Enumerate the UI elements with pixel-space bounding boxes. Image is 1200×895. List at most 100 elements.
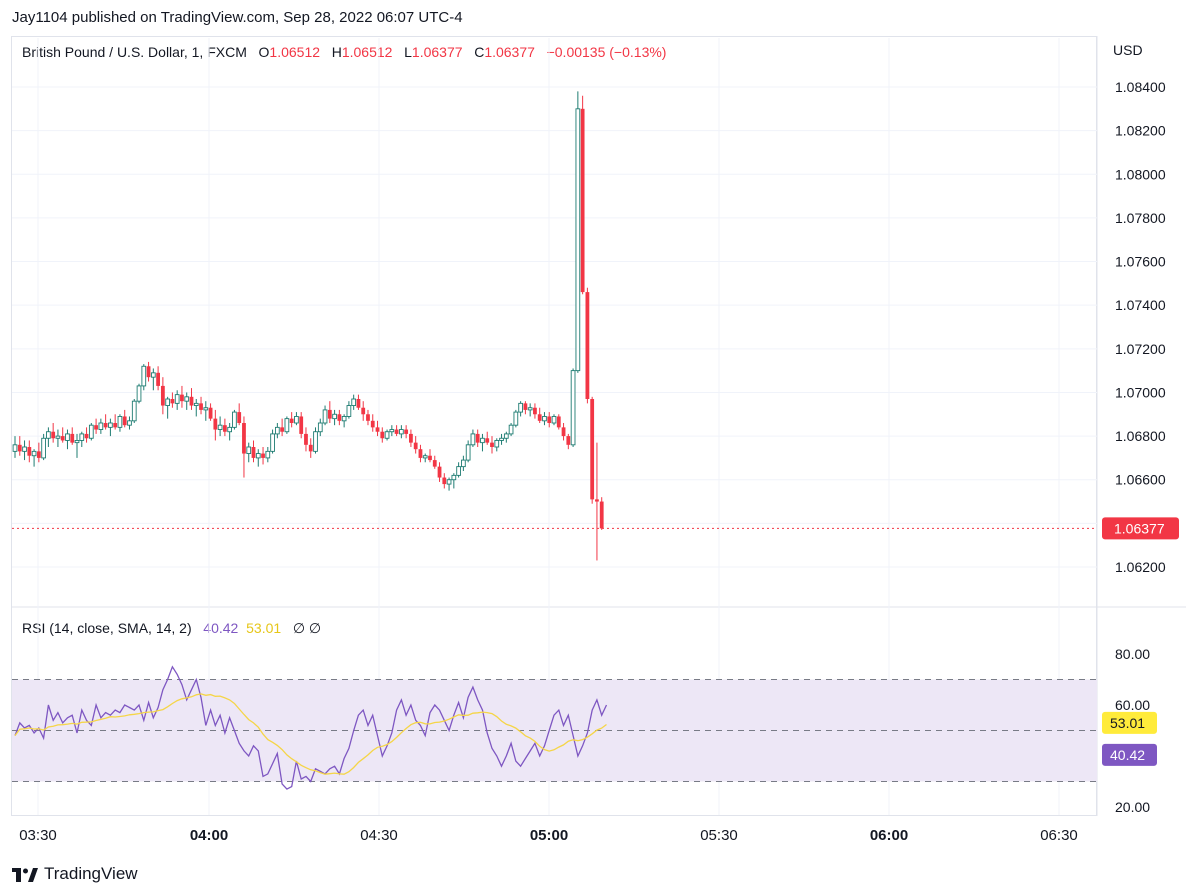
candle — [561, 423, 566, 441]
candle — [170, 392, 175, 408]
candle — [370, 414, 375, 432]
candle — [22, 440, 27, 461]
price-axis-unit: USD — [1113, 42, 1143, 58]
candle-body — [475, 433, 480, 443]
candle — [446, 477, 452, 491]
candle — [394, 425, 399, 437]
candle-body — [422, 455, 428, 459]
candle-body — [428, 455, 432, 461]
candle — [409, 429, 413, 447]
candle-body — [461, 459, 466, 468]
candle — [242, 416, 246, 478]
candle-body — [542, 416, 547, 422]
candle-body — [84, 433, 89, 439]
candle-body — [265, 450, 271, 459]
rsi-line — [14, 665, 608, 790]
candle — [27, 440, 32, 463]
price-tick-label: 1.07600 — [1115, 254, 1166, 270]
candle — [499, 433, 504, 445]
candle-body — [213, 418, 218, 430]
candle-body — [384, 431, 390, 439]
candle — [165, 396, 170, 419]
candle-body — [94, 425, 98, 430]
rsi-tick-label: 20.00 — [1115, 799, 1150, 815]
empty-values: ∅ ∅ — [292, 620, 322, 636]
candle — [322, 405, 328, 426]
candle-body — [366, 414, 370, 421]
candle-body — [289, 418, 294, 423]
high-label: H — [331, 44, 342, 60]
candle-body — [595, 499, 599, 502]
rsi-tick-label: 60.00 — [1115, 697, 1150, 713]
candle — [94, 418, 98, 434]
tradingview-brand[interactable]: TradingView — [12, 864, 138, 884]
candle-body — [261, 453, 265, 458]
candle — [566, 433, 571, 450]
candle — [222, 418, 227, 437]
symbol-name[interactable]: British Pound / U.S. Dollar, 1, FXCM — [22, 44, 247, 60]
candle — [55, 429, 61, 447]
candle-body — [503, 433, 509, 439]
candle — [428, 449, 432, 463]
candle — [399, 425, 404, 439]
candle-body — [255, 453, 261, 459]
candle-body — [251, 447, 256, 458]
rsi-layer — [12, 665, 1097, 790]
candle — [547, 412, 552, 428]
candle — [422, 453, 428, 463]
candle — [442, 473, 447, 489]
candle — [308, 438, 313, 458]
candle — [275, 423, 280, 439]
candle — [437, 462, 442, 482]
candle — [513, 409, 519, 428]
candle-body — [361, 407, 366, 415]
candle — [327, 401, 332, 423]
candle — [265, 447, 271, 463]
candle-body — [136, 385, 142, 402]
candle — [65, 429, 70, 450]
candle-body — [437, 466, 442, 478]
high-value: 1.06512 — [341, 44, 393, 60]
candle — [174, 390, 180, 410]
candle — [585, 287, 590, 404]
candle-body — [22, 446, 27, 452]
rsi-indicator-label[interactable]: RSI (14, close, SMA, 14, 2) — [22, 620, 192, 636]
candle-body — [180, 394, 184, 402]
candle-body — [222, 425, 227, 432]
candle — [518, 401, 523, 417]
candle — [213, 409, 218, 441]
candle-body — [533, 407, 537, 415]
candle-body — [208, 407, 213, 419]
candle — [103, 414, 108, 430]
candle — [237, 403, 242, 426]
candle-body — [346, 405, 352, 417]
candle-body — [141, 365, 147, 387]
candle — [41, 433, 46, 461]
candle — [317, 418, 323, 437]
candle-body — [304, 433, 308, 445]
candle — [432, 455, 437, 469]
candle — [537, 407, 542, 423]
candle-body — [36, 451, 41, 458]
low-value: 1.06377 — [411, 44, 463, 60]
candle — [490, 436, 494, 454]
candle — [246, 442, 252, 463]
time-tick-label: 04:00 — [190, 827, 228, 844]
candle — [332, 409, 337, 426]
rsi-badge — [1102, 743, 1157, 766]
last-price-badge-text: 1.06377 — [1114, 520, 1165, 536]
chart-svg[interactable]: 1.08400 1.08200 1.08000 1.07800 1.07600 1.074… — [0, 0, 1200, 860]
open-label: O — [258, 44, 270, 60]
candle — [70, 427, 75, 445]
candle-body — [370, 420, 375, 428]
candle-body — [246, 446, 252, 454]
time-tick-label: 05:00 — [530, 827, 568, 844]
candle-body — [242, 423, 246, 454]
candle-body — [193, 402, 199, 406]
candle-body — [465, 444, 471, 461]
close-value: 1.06377 — [484, 44, 535, 60]
candle — [141, 364, 147, 391]
candle-body — [585, 292, 590, 399]
candle — [294, 412, 299, 426]
candle — [556, 414, 561, 430]
